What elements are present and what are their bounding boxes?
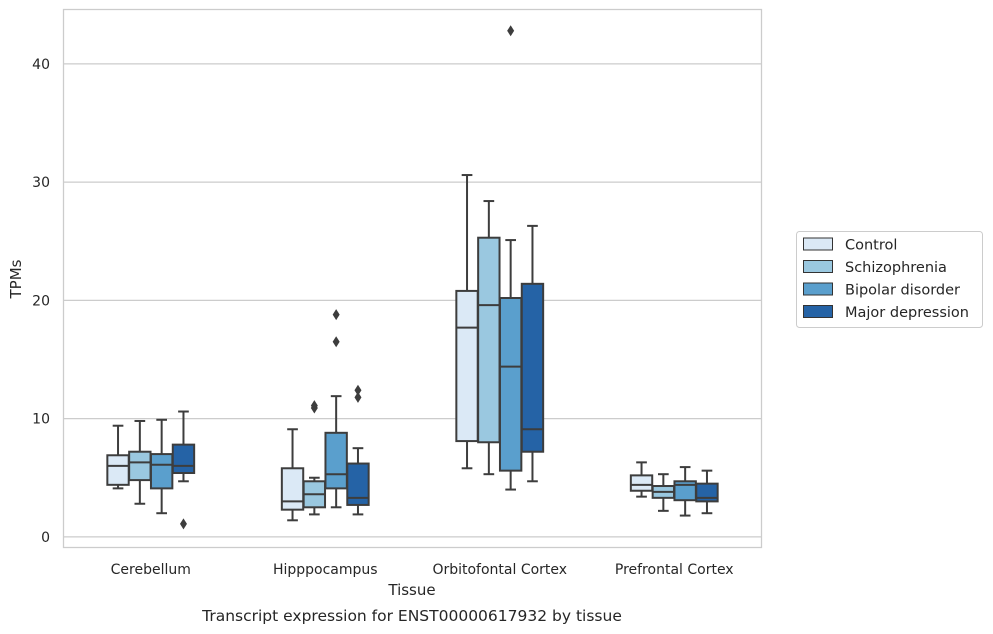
box-body	[171, 443, 196, 475]
box-schizophrenia	[651, 473, 676, 512]
box-body	[498, 297, 523, 472]
outlier-point	[507, 25, 515, 37]
y-tick-label: 0	[41, 530, 50, 546]
box-bipolar-disorder	[324, 309, 348, 509]
legend-label: Bipolar disorder	[845, 283, 960, 299]
plot-frame	[62, 8, 763, 549]
x-tick-label: Prefrontal Cortex	[615, 562, 734, 578]
y-tick-label: 10	[32, 412, 50, 428]
y-tick-label: 20	[32, 293, 50, 309]
box-control	[629, 461, 654, 498]
box-schizophrenia	[128, 419, 152, 505]
box-major-depression	[520, 224, 545, 483]
legend: Control Schizophrenia Bipolar disorder Majo…	[796, 231, 983, 328]
box-groups	[106, 25, 719, 530]
box-body	[149, 453, 174, 490]
x-tick-label: Cerebellum	[111, 562, 191, 578]
legend-swatch	[803, 305, 833, 318]
box-bipolar-disorder	[673, 466, 697, 517]
y-tick-label: 40	[32, 57, 50, 73]
box-major-depression	[695, 469, 719, 515]
box-body	[455, 289, 479, 443]
box-body	[520, 282, 545, 453]
box-body	[324, 431, 348, 490]
legend-label: Schizophrenia	[845, 260, 947, 276]
y-axis-ticks: 0 10 20 30 40	[32, 57, 50, 546]
x-axis-label: Tissue	[387, 581, 435, 599]
outlier-point	[332, 309, 340, 321]
box-body	[629, 474, 654, 492]
x-axis-ticks: Cerebellum Hipppocampus Orbitofontal Corte…	[111, 562, 734, 578]
gridlines	[63, 63, 762, 538]
box-schizophrenia	[302, 400, 327, 516]
figure-caption: Transcript expression for ENST0000061793…	[201, 607, 622, 625]
outlier-point	[354, 384, 362, 396]
box-control	[455, 174, 479, 470]
box-body	[280, 467, 305, 511]
outlier-point	[179, 518, 187, 530]
legend-swatch	[803, 237, 833, 251]
legend-label: Control	[845, 238, 897, 254]
box-control	[106, 424, 130, 490]
box-body	[346, 462, 370, 506]
legend-swatch	[803, 282, 833, 296]
box-major-depression	[171, 410, 196, 530]
x-tick-label: Hipppocampus	[273, 562, 378, 578]
outlier-point	[354, 391, 362, 403]
box-body	[477, 236, 501, 444]
legend-label: Major depression	[845, 305, 969, 321]
y-axis-label: TPMs	[7, 259, 25, 299]
box-body	[106, 454, 130, 486]
legend-swatch	[803, 260, 833, 273]
y-tick-label: 30	[32, 175, 50, 191]
box-control	[280, 428, 305, 522]
outlier-point	[310, 400, 318, 412]
legend-frame	[796, 231, 983, 328]
box-bipolar-disorder	[498, 25, 523, 491]
x-tick-label: Orbitofontal Cortex	[432, 562, 567, 578]
outlier-point	[332, 336, 340, 348]
box-schizophrenia	[477, 200, 501, 476]
box-major-depression	[346, 384, 370, 516]
box-bipolar-disorder	[149, 418, 174, 515]
box-body	[128, 450, 152, 482]
